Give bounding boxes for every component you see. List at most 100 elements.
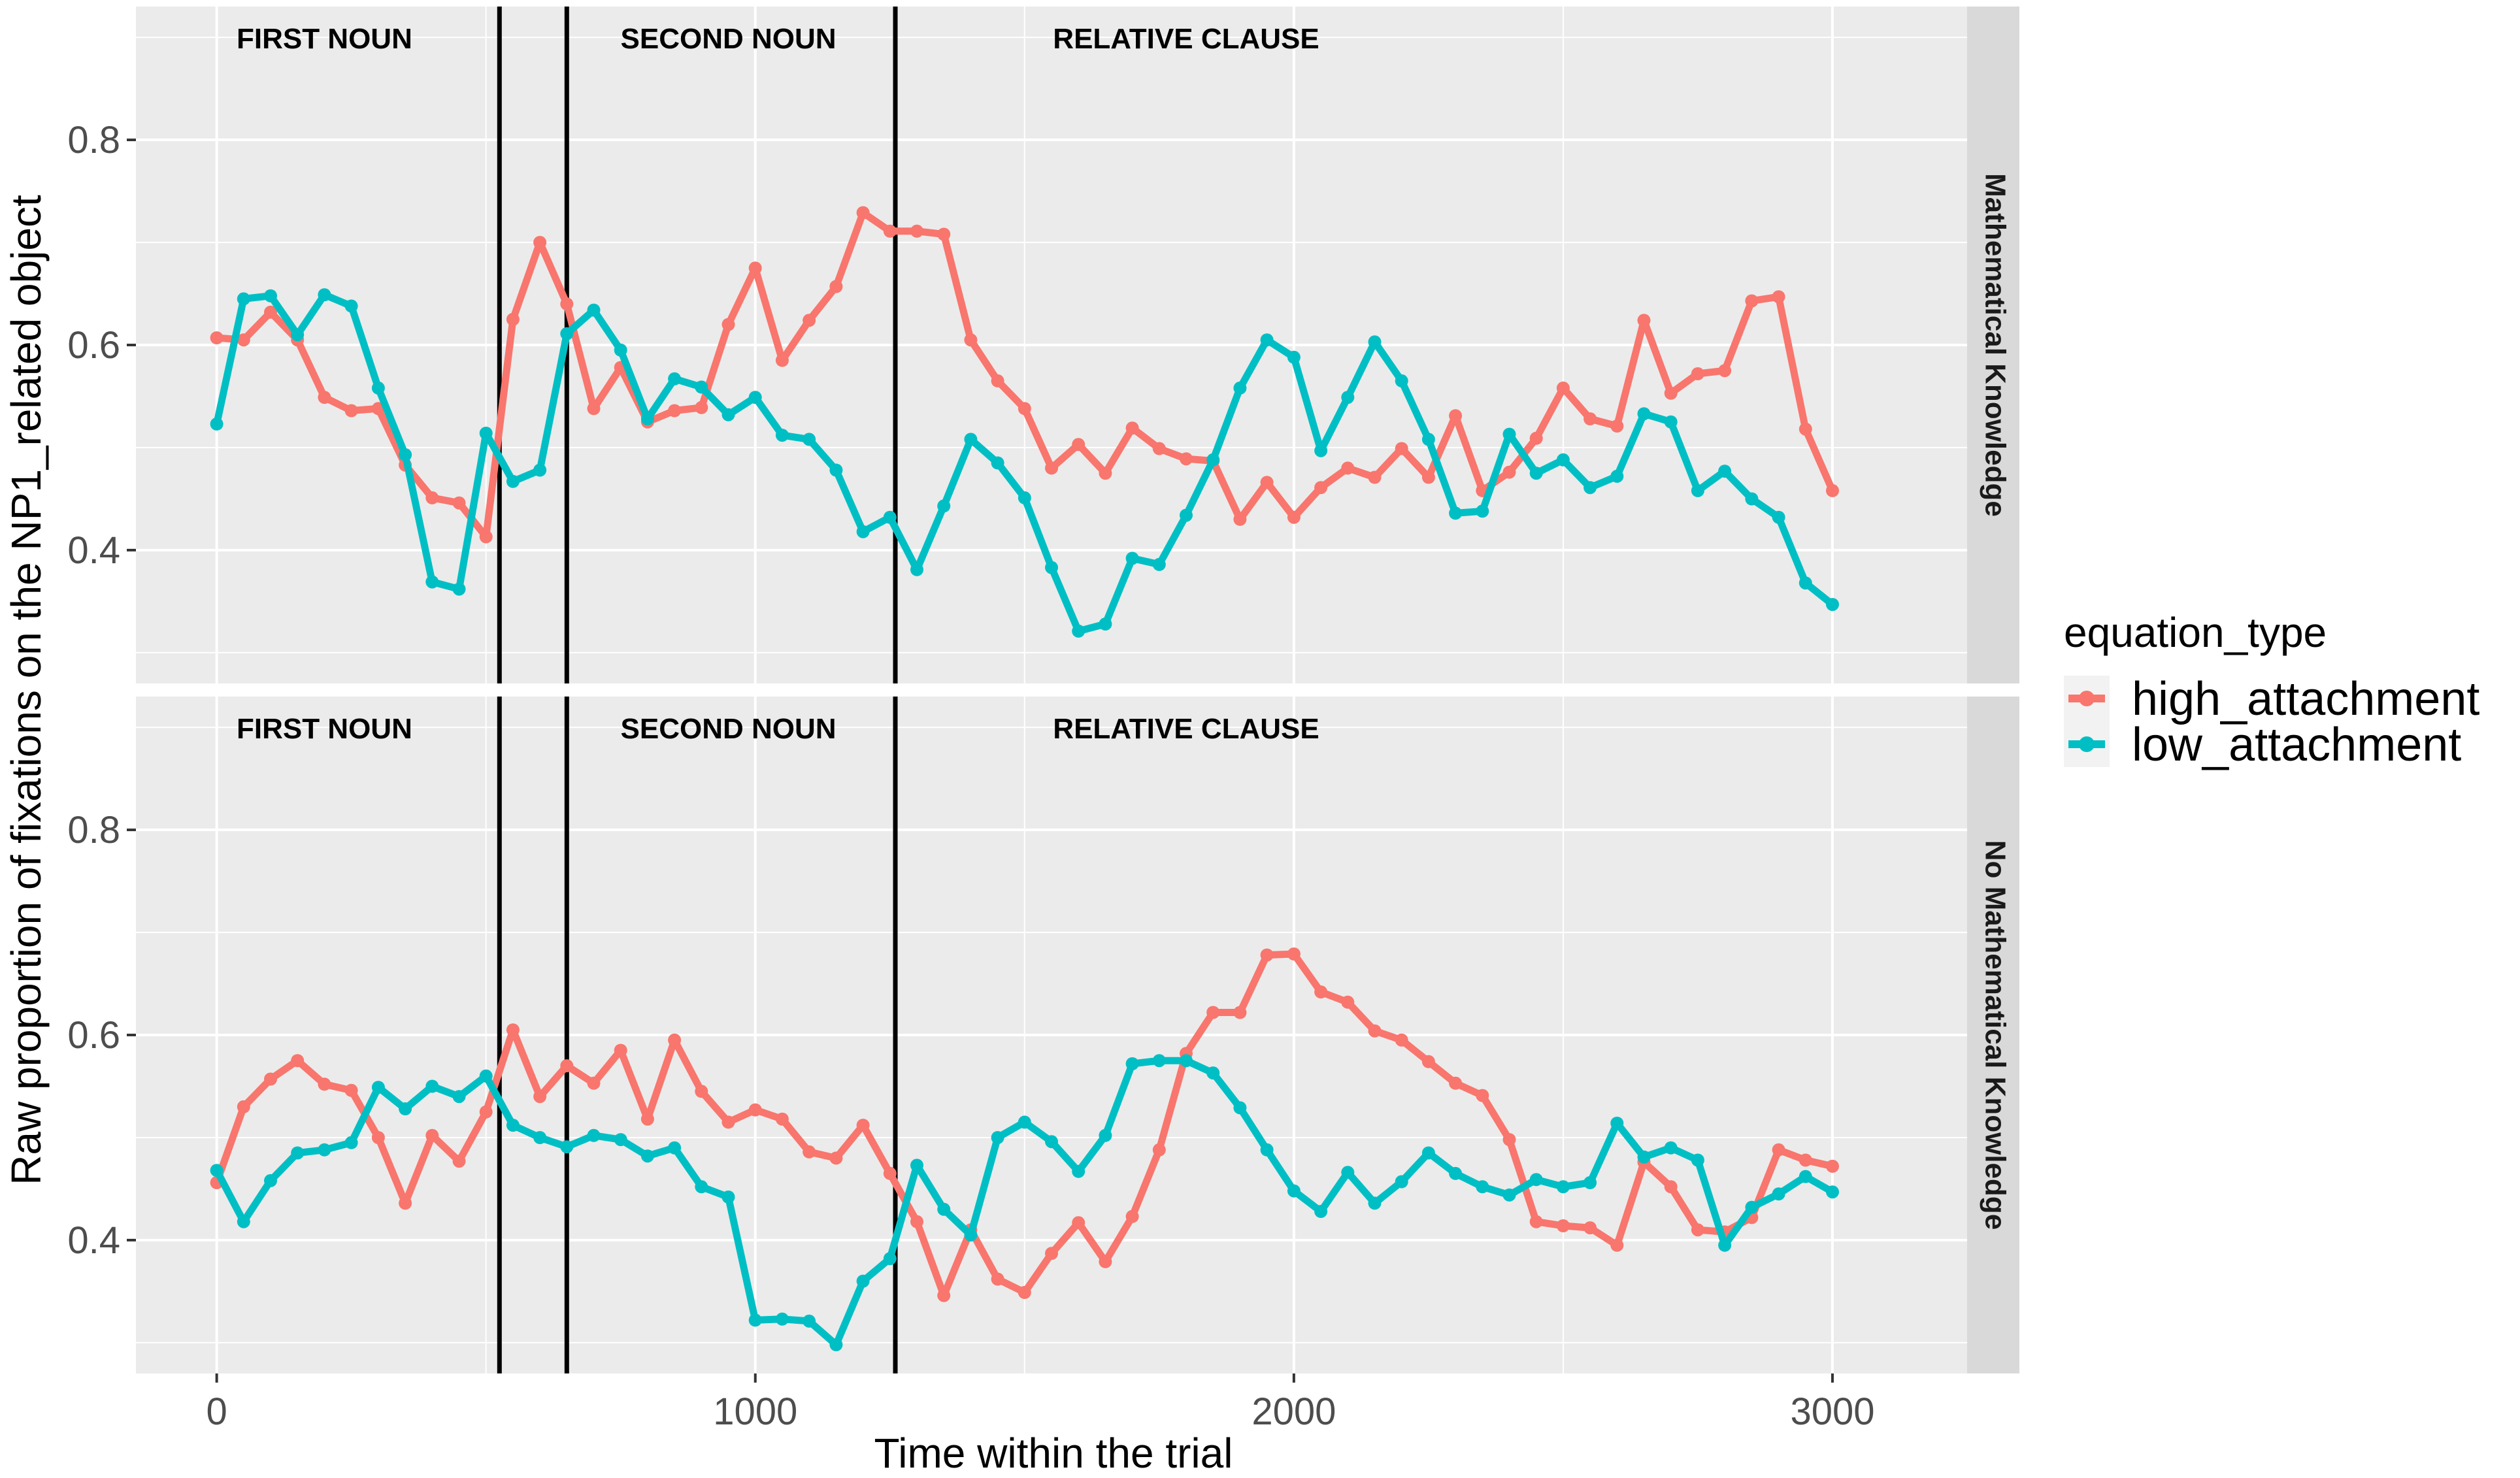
data-point-low-attachment <box>1260 1143 1274 1157</box>
data-point-high-attachment <box>964 333 978 347</box>
data-point-low-attachment <box>829 1338 843 1351</box>
data-point-low-attachment <box>1718 465 1732 478</box>
data-point-low-attachment <box>803 433 816 446</box>
data-point-low-attachment <box>1314 1205 1328 1218</box>
data-point-low-attachment <box>748 391 762 404</box>
y-tick-label: 0.4 <box>67 1219 120 1262</box>
data-point-low-attachment <box>1449 1166 1463 1180</box>
legend-title: equation_type <box>2064 609 2327 656</box>
data-point-high-attachment <box>1341 995 1355 1009</box>
data-point-low-attachment <box>587 1128 601 1142</box>
y-tick-label: 0.6 <box>67 1014 120 1057</box>
data-point-high-attachment <box>1260 476 1274 489</box>
data-point-low-attachment <box>425 575 439 589</box>
data-point-low-attachment <box>668 372 682 386</box>
data-point-high-attachment <box>803 314 816 327</box>
data-point-high-attachment <box>1745 294 1759 308</box>
data-point-high-attachment <box>1637 314 1651 327</box>
data-point-high-attachment <box>1018 1286 1031 1299</box>
data-point-low-attachment <box>1799 1170 1812 1183</box>
facet-strip-top: Mathematical Knowledge <box>1967 7 2019 683</box>
data-point-low-attachment <box>1045 561 1058 574</box>
data-point-low-attachment <box>1233 1101 1247 1115</box>
data-point-high-attachment <box>991 374 1004 387</box>
data-point-low-attachment <box>1099 1128 1112 1142</box>
data-point-high-attachment <box>479 1105 493 1119</box>
data-point-low-attachment <box>1772 510 1785 524</box>
data-point-low-attachment <box>1449 506 1463 520</box>
data-point-high-attachment <box>1018 402 1031 416</box>
data-point-low-attachment <box>452 582 466 596</box>
data-point-high-attachment <box>1287 947 1301 961</box>
data-point-high-attachment <box>344 404 358 418</box>
data-point-low-attachment <box>1180 508 1193 522</box>
x-axis: 0 1000 2000 3000 <box>206 1373 1874 1433</box>
data-point-low-attachment <box>1018 1115 1031 1129</box>
data-point-high-attachment <box>1206 1006 1220 1019</box>
data-point-high-attachment <box>1449 409 1463 423</box>
data-point-high-attachment <box>1368 470 1382 484</box>
y-tick-label: 0.6 <box>67 324 120 367</box>
data-point-high-attachment <box>371 1131 385 1144</box>
data-point-high-attachment <box>1502 1133 1516 1147</box>
data-point-high-attachment <box>452 496 466 510</box>
data-point-low-attachment <box>1826 1185 1839 1199</box>
data-point-low-attachment <box>1287 350 1301 364</box>
data-point-low-attachment <box>264 1174 277 1187</box>
data-point-low-attachment <box>748 1313 762 1327</box>
data-point-low-attachment <box>560 1140 574 1154</box>
data-point-low-attachment <box>1314 444 1328 457</box>
data-point-low-attachment <box>1664 1141 1678 1155</box>
data-point-low-attachment <box>1556 453 1570 467</box>
data-point-low-attachment <box>668 1141 682 1155</box>
data-point-high-attachment <box>587 402 601 416</box>
data-point-high-attachment <box>1152 442 1166 455</box>
data-point-high-attachment <box>1395 442 1408 455</box>
data-point-low-attachment <box>506 474 520 488</box>
data-point-low-attachment <box>1152 1054 1166 1068</box>
data-point-high-attachment <box>264 305 277 319</box>
legend-entry-high-attachment: high_attachment <box>2064 673 2479 725</box>
data-point-low-attachment <box>399 448 412 461</box>
data-point-high-attachment <box>1556 1219 1570 1232</box>
data-point-low-attachment <box>506 1119 520 1132</box>
region-label: FIRST NOUN <box>237 23 412 55</box>
data-point-low-attachment <box>1018 491 1031 504</box>
data-point-low-attachment <box>1745 492 1759 506</box>
data-point-low-attachment <box>291 1146 305 1160</box>
x-axis-title: Time within the trial <box>874 1430 1233 1477</box>
data-point-high-attachment <box>1826 484 1839 497</box>
data-point-low-attachment <box>695 380 708 394</box>
data-point-high-attachment <box>318 391 331 404</box>
data-point-low-attachment <box>695 1180 708 1194</box>
data-point-high-attachment <box>1556 381 1570 395</box>
data-point-high-attachment <box>668 404 682 418</box>
data-point-low-attachment <box>937 499 951 513</box>
data-point-low-attachment <box>264 289 277 303</box>
data-point-low-attachment <box>640 412 654 425</box>
data-point-low-attachment <box>856 1274 870 1288</box>
data-point-high-attachment <box>1099 1255 1112 1268</box>
data-point-high-attachment <box>829 1151 843 1165</box>
data-point-low-attachment <box>1152 557 1166 571</box>
data-point-low-attachment <box>1529 1173 1543 1187</box>
data-point-high-attachment <box>856 1119 870 1132</box>
legend: equation_type high_attachment low_attach… <box>2064 609 2479 771</box>
data-point-low-attachment <box>533 1131 547 1144</box>
data-point-low-attachment <box>1125 1057 1139 1070</box>
data-point-high-attachment <box>1610 419 1624 433</box>
data-point-low-attachment <box>1637 407 1651 421</box>
data-point-high-attachment <box>1799 422 1812 436</box>
y-tick-label: 0.8 <box>67 809 120 851</box>
data-point-high-attachment <box>910 224 923 238</box>
data-point-low-attachment <box>883 510 897 524</box>
data-point-low-attachment <box>937 1202 951 1216</box>
data-point-high-attachment <box>1180 452 1193 466</box>
data-point-high-attachment <box>829 280 843 293</box>
data-point-low-attachment <box>1718 1238 1732 1252</box>
data-point-low-attachment <box>371 1081 385 1094</box>
data-point-high-attachment <box>1529 1215 1543 1228</box>
data-point-low-attachment <box>1099 617 1112 631</box>
data-point-high-attachment <box>1502 465 1516 479</box>
